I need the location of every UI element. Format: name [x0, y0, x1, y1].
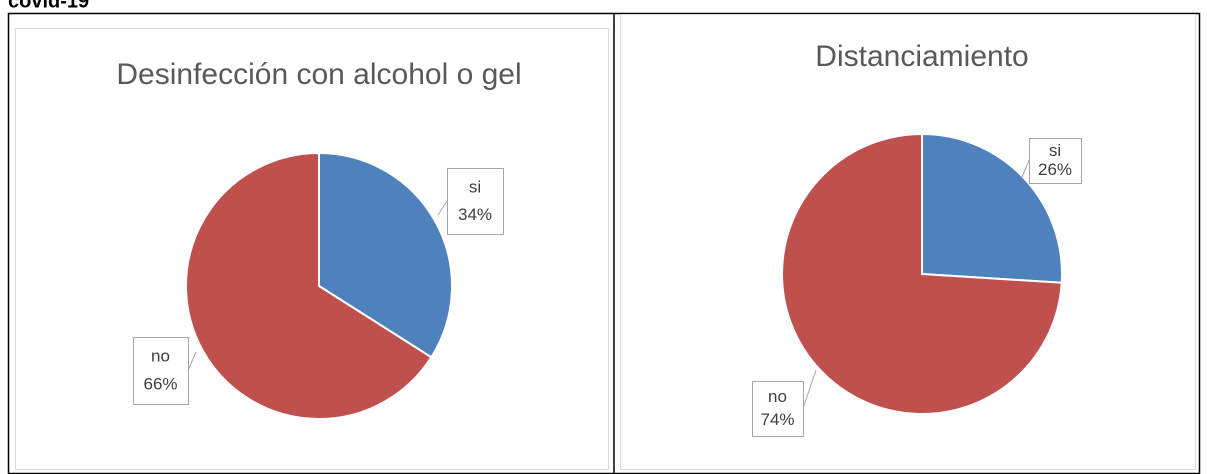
pie-slice — [185, 151, 433, 420]
chart-title: Distanciamiento — [815, 40, 1028, 73]
pie-slice — [781, 132, 1063, 415]
callout-pointer — [187, 351, 197, 371]
callout-pointer — [1021, 160, 1030, 178]
callout-pointer — [437, 200, 448, 216]
data-label-category: si — [469, 177, 481, 196]
data-label-value: 26% — [1038, 160, 1072, 179]
heading: covid-19 — [8, 0, 89, 12]
data-label-box — [1029, 138, 1082, 184]
data-label-value: 66% — [143, 375, 177, 394]
data-label-box — [133, 337, 189, 405]
data-label-box — [752, 381, 804, 437]
chart-frame — [15, 28, 609, 470]
chart-title: Desinfección con alcohol o gel — [116, 58, 521, 91]
data-label-value: 74% — [760, 410, 794, 429]
data-label-box — [447, 168, 504, 235]
chart-frame — [620, 14, 1196, 470]
data-label-value: 34% — [458, 205, 492, 224]
data-label-category: si — [1049, 141, 1061, 160]
data-label-category: no — [151, 347, 170, 366]
callout-pointer — [802, 369, 817, 409]
data-label-category: no — [768, 387, 787, 406]
pie-slice — [921, 132, 1063, 284]
